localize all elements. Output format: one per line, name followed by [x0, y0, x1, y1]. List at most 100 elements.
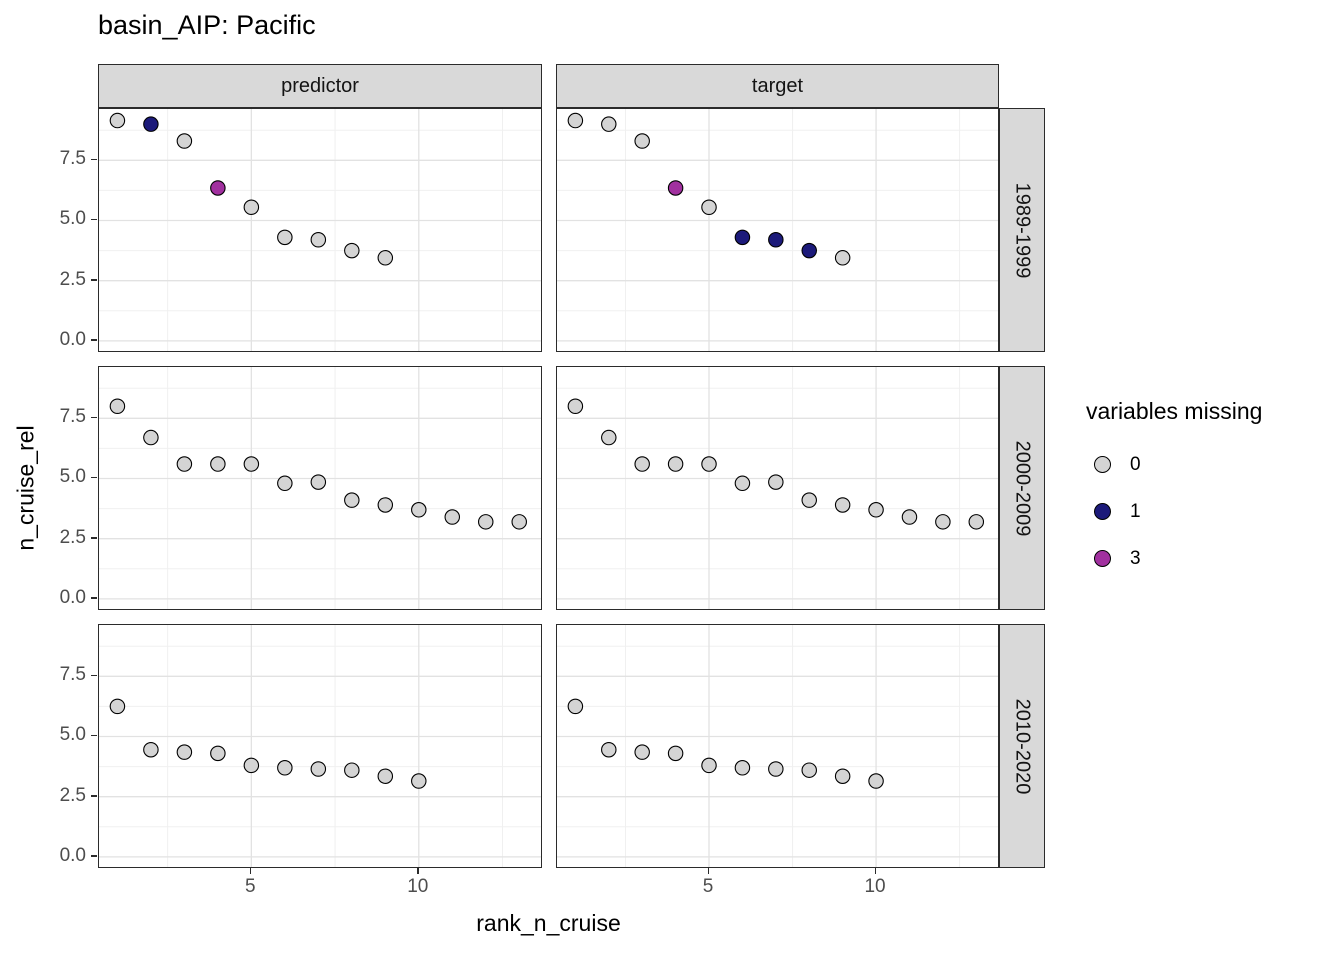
panel-predictor-2000-2009 — [98, 366, 542, 610]
legend-items: 0 1 3 — [1086, 441, 1262, 582]
data-point — [176, 744, 193, 760]
facet-row-label: 2000-2009 — [1011, 440, 1034, 536]
plot-title: basin_AIP: Pacific — [98, 10, 316, 40]
y-tick-mark — [91, 795, 97, 797]
data-point — [834, 250, 851, 266]
data-point — [310, 232, 327, 248]
legend-item-label: 3 — [1130, 547, 1141, 569]
y-axis-label: n_cruise_rel — [12, 425, 39, 551]
x-tick-mark — [249, 868, 252, 874]
facet-row-strip-2000-2009: 2000-2009 — [999, 366, 1045, 610]
legend-item-0: 0 — [1086, 441, 1262, 488]
legend-key-icon — [1094, 503, 1111, 520]
data-point — [768, 232, 784, 248]
panel-canvas — [99, 109, 541, 351]
data-point — [667, 745, 684, 762]
data-point — [667, 180, 684, 196]
y-tick-mark — [91, 674, 97, 677]
data-point — [243, 757, 260, 774]
legend: variables missing 0 1 3 — [1086, 398, 1262, 582]
legend-item-label: 1 — [1130, 500, 1141, 522]
data-point — [567, 112, 584, 129]
legend-item-1: 1 — [1086, 488, 1262, 535]
data-point — [701, 757, 717, 774]
data-point — [243, 456, 260, 472]
data-point — [277, 760, 293, 776]
facet-row-strip-1989-1999: 1989-1999 — [999, 108, 1045, 352]
y-tick-label: 5.0 — [59, 208, 86, 230]
x-tick-mark — [707, 868, 709, 874]
y-tick-mark — [91, 855, 97, 857]
y-tick-mark — [91, 597, 97, 599]
data-point — [377, 768, 394, 784]
data-point — [734, 229, 751, 246]
x-tick-label: 10 — [407, 876, 429, 897]
data-point — [411, 502, 427, 518]
data-point — [344, 242, 360, 259]
panel-canvas — [557, 109, 998, 351]
data-point — [768, 474, 784, 490]
panel-target-1989-1999 — [556, 108, 999, 352]
y-tick-label: 7.5 — [59, 664, 86, 686]
x-tick-label: 5 — [702, 876, 714, 897]
panel-canvas — [557, 625, 998, 867]
panel-canvas — [99, 367, 541, 609]
panel-target-2010-2020 — [556, 624, 999, 868]
y-tick-label: 2.5 — [59, 268, 86, 290]
panel-predictor-2010-2020 — [98, 624, 542, 868]
data-point — [176, 133, 193, 149]
y-tick-mark — [91, 416, 97, 419]
data-point — [901, 509, 918, 525]
data-point — [935, 514, 951, 530]
data-point — [109, 698, 126, 715]
data-point — [768, 761, 784, 777]
data-point — [344, 492, 360, 508]
x-tick-label: 10 — [864, 876, 886, 897]
data-point — [667, 456, 684, 472]
facet-column-label: target — [751, 74, 804, 97]
x-tick-mark — [874, 868, 877, 874]
data-point — [734, 475, 751, 492]
data-point — [277, 475, 293, 492]
facet-row-strip-2010-2020: 2010-2020 — [999, 624, 1045, 868]
data-point — [868, 773, 884, 789]
data-point — [634, 456, 650, 472]
data-point — [567, 698, 584, 715]
data-point — [634, 744, 650, 760]
y-tick-mark — [91, 734, 97, 737]
data-point — [143, 116, 159, 132]
data-point — [210, 180, 226, 196]
y-tick-mark — [91, 158, 97, 161]
x-axis-label: rank_n_cruise — [476, 910, 621, 936]
data-point — [344, 762, 360, 778]
legend-item-3: 3 — [1086, 535, 1262, 582]
y-tick-label: 2.5 — [59, 526, 86, 548]
panel-target-2000-2009 — [556, 366, 999, 610]
data-point — [801, 242, 817, 259]
facet-column-strip-predictor: predictor — [98, 64, 542, 108]
panel-predictor-1989-1999 — [98, 108, 542, 352]
y-tick-mark — [91, 476, 97, 479]
data-point — [310, 761, 327, 777]
y-tick-label: 7.5 — [59, 148, 86, 170]
y-tick-mark — [91, 218, 97, 221]
data-point — [601, 741, 617, 758]
facet-column-label: predictor — [281, 74, 359, 97]
facet-row-label: 2010-2020 — [1011, 698, 1034, 794]
data-point — [801, 492, 817, 508]
data-point — [634, 133, 650, 149]
data-point — [968, 514, 985, 530]
data-point — [801, 762, 817, 778]
legend-title: variables missing — [1086, 398, 1263, 424]
legend-key-icon — [1094, 550, 1111, 567]
panel-canvas — [557, 367, 998, 609]
data-point — [109, 398, 126, 414]
data-point — [701, 199, 717, 215]
data-point — [143, 741, 159, 758]
data-point — [377, 250, 394, 266]
data-point — [377, 497, 394, 513]
y-tick-label: 5.0 — [59, 466, 86, 488]
facet-row-label: 1989-1999 — [1011, 182, 1034, 278]
data-point — [567, 398, 584, 414]
